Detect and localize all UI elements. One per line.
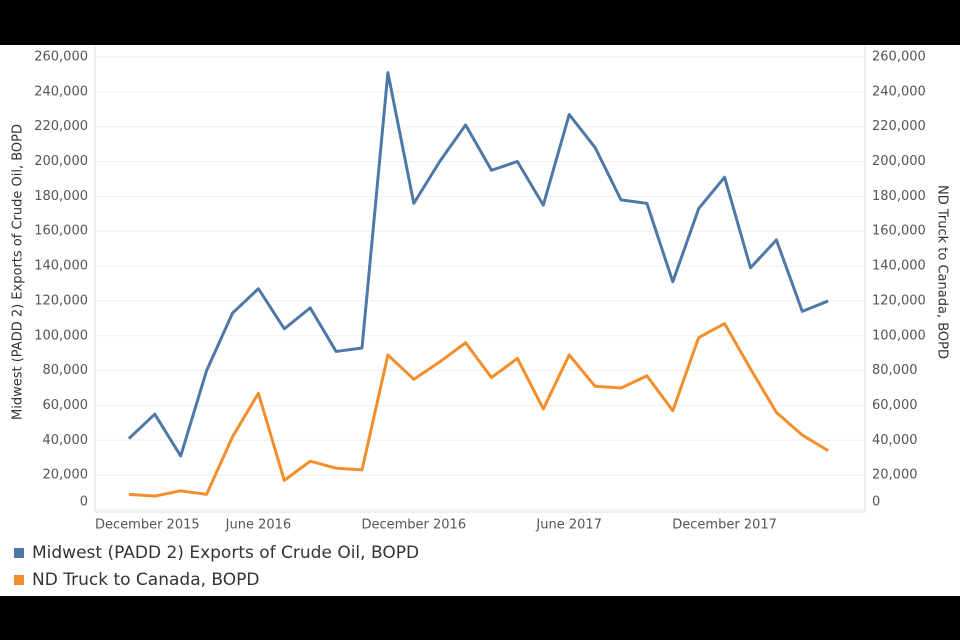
y-tick-label: 180,000 <box>34 189 88 204</box>
y-tick-label: 60,000 <box>43 398 89 413</box>
y-tick-label: 0 <box>80 495 88 510</box>
y-tick-label: 40,000 <box>43 433 89 448</box>
y2-tick-label: 120,000 <box>872 293 926 308</box>
y-tick-label: 160,000 <box>34 224 88 239</box>
y-tick-label: 220,000 <box>34 119 88 134</box>
line-series <box>128 322 829 498</box>
y-tick-label: 20,000 <box>43 468 89 483</box>
y2-tick-label: 140,000 <box>872 259 926 274</box>
y-tick-label: 240,000 <box>34 84 88 99</box>
y-tick-label: 140,000 <box>34 259 88 274</box>
y-tick-label: 260,000 <box>34 50 88 65</box>
y2-tick-label: 60,000 <box>872 398 918 413</box>
background <box>0 45 960 596</box>
x-tick-label: December 2016 <box>361 518 466 533</box>
y2-tick-label: 200,000 <box>872 154 926 169</box>
y2-tick-label: 160,000 <box>872 224 926 239</box>
y2-tick-label: 100,000 <box>872 328 926 343</box>
legend-swatch <box>14 575 24 585</box>
y-tick-label: 80,000 <box>43 363 89 378</box>
y-tick-label: 100,000 <box>34 328 88 343</box>
y2-tick-label: 260,000 <box>872 50 926 65</box>
y-tick-label: 120,000 <box>34 293 88 308</box>
y2-tick-label: 20,000 <box>872 468 918 483</box>
y2-tick-label: 0 <box>872 495 880 510</box>
y-tick-label: 200,000 <box>34 154 88 169</box>
line-series <box>127 71 829 458</box>
x-tick-label: December 2015 <box>95 518 200 533</box>
y-axis-title: Midwest (PADD 2) Exports of Crude Oil, B… <box>11 124 26 420</box>
x-tick-label: June 2016 <box>225 518 292 533</box>
x-tick-label: June 2017 <box>535 518 602 533</box>
y2-tick-label: 180,000 <box>872 189 926 204</box>
legend-text: Midwest (PADD 2) Exports of Crude Oil, B… <box>32 543 419 563</box>
y2-tick-label: 80,000 <box>872 363 918 378</box>
y2-tick-label: 240,000 <box>872 84 926 99</box>
x-tick-label: December 2017 <box>672 518 777 533</box>
y2-tick-label: 220,000 <box>872 119 926 134</box>
y2-tick-label: 40,000 <box>872 433 918 448</box>
legend-swatch <box>14 548 24 558</box>
legend-text: ND Truck to Canada, BOPD <box>32 570 260 590</box>
y2-axis-title: ND Truck to Canada, BOPD <box>935 185 950 359</box>
